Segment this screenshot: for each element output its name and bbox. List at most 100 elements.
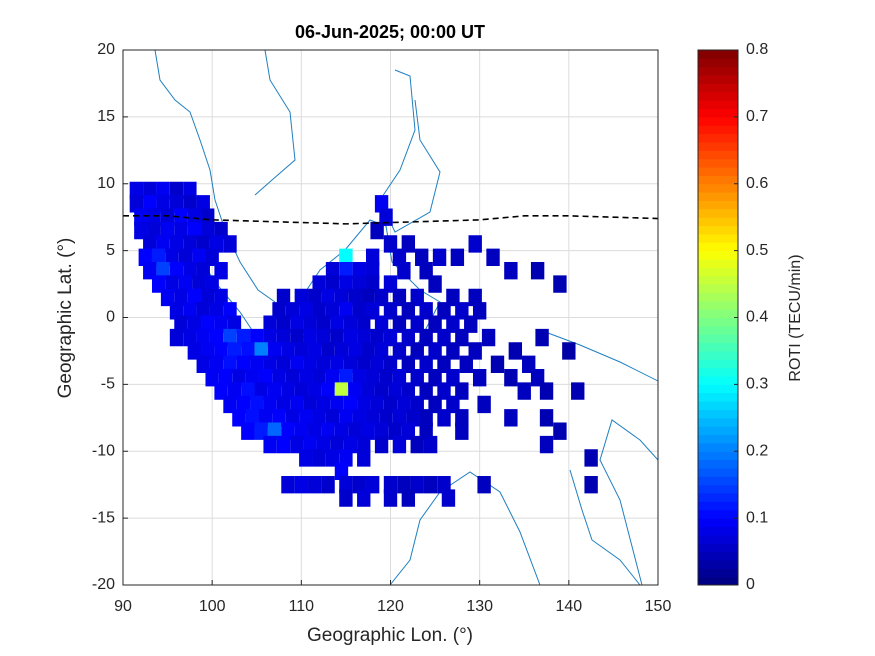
coastline (539, 329, 658, 585)
colorbar-step (698, 167, 738, 176)
roti-tile (187, 288, 202, 307)
colorbar-step (698, 526, 738, 536)
roti-tile (316, 315, 331, 333)
roti-tile (290, 355, 304, 374)
roti-tile (379, 409, 393, 427)
roti-tile (374, 382, 389, 400)
roti-tile (156, 181, 170, 200)
roti-tile (553, 422, 567, 440)
roti-tile (419, 261, 433, 280)
roti-tile (423, 475, 438, 494)
roti-tile (428, 315, 442, 333)
roti-tile (535, 328, 549, 347)
roti-tile (214, 342, 228, 360)
roti-tile (352, 475, 366, 494)
roti-tile (374, 422, 389, 440)
roti-tile (428, 368, 442, 387)
roti-tile (370, 328, 384, 347)
colorbar-step (698, 192, 738, 201)
roti-tile (365, 409, 380, 427)
roti-tile (254, 382, 268, 400)
roti-tile (209, 328, 224, 347)
roti-tile (258, 368, 273, 387)
roti-tile (383, 475, 398, 494)
roti-tile (401, 382, 416, 400)
roti-tile (192, 248, 206, 267)
roti-tile (290, 315, 304, 333)
coastline (154, 50, 276, 303)
roti-tile (383, 275, 398, 293)
roti-tile (468, 342, 482, 360)
roti-tile (290, 328, 304, 347)
colorbar-step (698, 208, 738, 218)
roti-tile (316, 355, 331, 374)
colorbar-step (698, 309, 738, 318)
roti-tile (410, 288, 424, 307)
colorbar-step (698, 133, 738, 143)
roti-tile (477, 395, 491, 414)
roti-tile (508, 342, 523, 360)
roti-tile (143, 235, 157, 253)
roti-tile (294, 342, 309, 360)
roti-tile (178, 275, 193, 293)
roti-tile (428, 395, 442, 414)
roti-tile (187, 221, 202, 240)
roti-tile (330, 435, 344, 454)
colorbar-tick-label: 0.5 (746, 242, 768, 259)
colorbar-tick-label: 0.6 (746, 175, 768, 192)
roti-tile (294, 422, 309, 440)
x-axis-label: Geographic Lon. (°) (307, 625, 473, 646)
roti-tile (392, 368, 407, 387)
roti-tile (441, 489, 456, 507)
roti-tile (169, 328, 184, 347)
roti-tile (325, 261, 340, 280)
roti-tile (192, 275, 206, 293)
roti-tile (276, 435, 291, 454)
roti-tile (392, 409, 407, 427)
colorbar-step (698, 376, 738, 385)
roti-tile (357, 315, 371, 333)
roti-tile (468, 288, 482, 307)
colorbar-step (698, 175, 738, 185)
roti-tile (325, 302, 340, 320)
x-tick-label: 150 (645, 598, 672, 615)
roti-tile (241, 382, 255, 400)
colorbar-step (698, 125, 738, 135)
roti-tile (401, 328, 416, 347)
roti-tile (401, 422, 416, 440)
roti-tile (276, 355, 291, 374)
roti-tile (196, 302, 210, 320)
roti-tile (397, 395, 411, 414)
roti-tile (169, 195, 184, 213)
roti-tile (254, 342, 268, 360)
roti-tile (392, 248, 407, 267)
roti-tile (361, 288, 375, 307)
roti-tile (539, 409, 554, 427)
roti-tile (446, 342, 460, 360)
x-tick-label: 100 (199, 598, 226, 615)
roti-tile (388, 382, 402, 400)
roti-tile (361, 342, 375, 360)
roti-tile (406, 409, 420, 427)
colorbar-step (698, 217, 738, 227)
roti-tile (334, 288, 349, 307)
colorbar-step (698, 543, 738, 553)
roti-tile (348, 382, 362, 400)
roti-tile (174, 221, 188, 240)
roti-tile (156, 235, 170, 253)
roti-tile (339, 489, 353, 507)
colorbar-step (698, 518, 738, 527)
roti-tile (241, 422, 255, 440)
roti-tile (245, 409, 259, 427)
roti-tile (147, 208, 161, 226)
roti-tile (201, 315, 215, 333)
roti-tile (365, 475, 380, 494)
roti-tile (303, 328, 317, 347)
colorbar-step (698, 434, 738, 444)
roti-tile (357, 395, 371, 414)
colorbar-step (698, 200, 738, 210)
roti-tile (223, 355, 237, 374)
roti-tile (437, 302, 451, 320)
tiles (123, 181, 658, 507)
roti-tile (294, 475, 309, 494)
